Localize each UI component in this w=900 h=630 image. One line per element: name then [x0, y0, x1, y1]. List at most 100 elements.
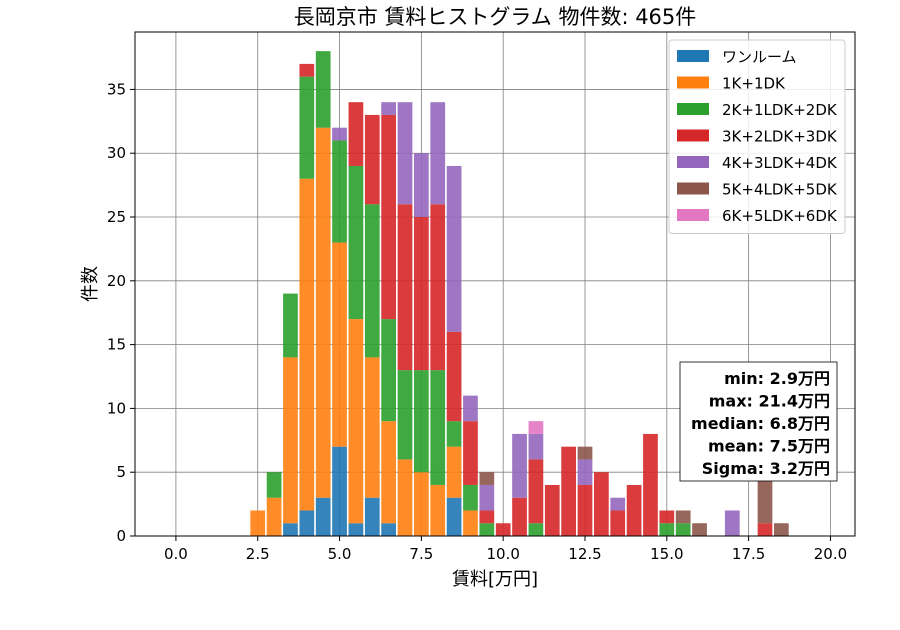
bar-segment [283, 523, 298, 536]
legend: ワンルーム 1K+1DK 2K+1LDK+2DK 3K+2LDK+3DK 4K+3LDK… [668, 39, 846, 234]
bar-segment [692, 523, 707, 536]
bar-segment [512, 433, 527, 498]
bar-segment [659, 510, 675, 524]
legend-label: 1K+1DK [722, 75, 786, 93]
bar-segment [757, 523, 773, 536]
bar-segment [774, 523, 789, 536]
bar-segment [348, 102, 364, 166]
legend-swatch [677, 129, 709, 142]
bar-segment [577, 484, 593, 536]
bar-segment [659, 523, 675, 536]
bar-segment [397, 102, 413, 205]
stats-box: min: 2.9万円 max: 21.4万円 median: 6.8万円 mean: … [679, 361, 838, 482]
bar-segment [299, 510, 315, 536]
x-tick-label: 2.5 [246, 545, 270, 563]
bar-segment [512, 497, 527, 536]
bar-segment [643, 433, 658, 536]
bar-segment [446, 446, 462, 498]
bar-segment [348, 523, 364, 536]
bar-segment [414, 217, 429, 371]
legend-label: 3K+2LDK+3DK [722, 128, 838, 146]
bar-segment [626, 484, 642, 536]
legend-swatch [677, 182, 709, 195]
bar-segment [479, 484, 495, 511]
y-tick-label: 20 [107, 272, 126, 290]
legend-swatch [677, 103, 709, 115]
bar-segment [495, 523, 511, 536]
y-tick-label: 0 [116, 527, 126, 545]
bar-segment [397, 204, 413, 371]
bar-segment [332, 446, 347, 536]
x-axis-label: 賃料[万円] [452, 569, 538, 590]
y-tick-label: 15 [107, 336, 126, 354]
bar-segment [250, 510, 266, 536]
y-tick-label: 35 [107, 80, 126, 98]
bar-segment [479, 523, 495, 536]
bar-segment [332, 127, 347, 141]
bar-segment [283, 357, 298, 524]
bar-segment [266, 472, 282, 498]
bar-segment [675, 510, 691, 524]
x-tick-label: 17.5 [732, 545, 765, 563]
chart-title: 長岡京市 賃料ヒストグラム 物件数: 465件 [294, 5, 697, 29]
bar-segment [544, 484, 560, 536]
stats-line: min: 2.9万円 [724, 369, 830, 388]
bars-group [250, 51, 789, 536]
bar-segment [397, 459, 413, 536]
y-tick-label: 10 [107, 399, 126, 417]
bar-segment [381, 523, 396, 536]
stats-line: max: 21.4万円 [709, 392, 830, 411]
bar-segment [430, 370, 446, 485]
bar-segment [446, 165, 462, 332]
bar-segment [446, 497, 462, 536]
bar-segment [528, 459, 544, 524]
bar-segment [299, 76, 315, 179]
bar-segment [364, 497, 380, 536]
bar-segment [315, 51, 331, 128]
bar-segment [414, 472, 429, 536]
bar-segment [446, 331, 462, 422]
bar-segment [364, 114, 380, 205]
bar-segment [594, 472, 609, 536]
bar-segment [577, 459, 593, 485]
bar-segment [430, 102, 446, 205]
bar-segment [577, 446, 593, 460]
bar-segment [479, 510, 495, 524]
bar-segment [332, 140, 347, 243]
stats-frame [679, 361, 838, 482]
x-tick-label: 10.0 [486, 545, 519, 563]
stats-line: median: 6.8万円 [691, 414, 830, 433]
bar-segment [463, 510, 478, 536]
x-tick-label: 15.0 [650, 545, 683, 563]
bar-segment [561, 446, 576, 536]
legend-label: 4K+3LDK+4DK [722, 154, 838, 172]
bar-segment [315, 497, 331, 536]
y-axis-label: 件数 [80, 266, 101, 302]
y-tick-label: 5 [116, 463, 126, 481]
bar-segment [479, 472, 495, 485]
bar-segment [299, 178, 315, 511]
bar-segment [757, 472, 773, 524]
bar-segment [675, 523, 691, 536]
stats-line: mean: 7.5万円 [708, 437, 830, 456]
x-tick-label: 20.0 [814, 545, 847, 563]
x-tick-label: 7.5 [409, 545, 433, 563]
x-tick-label: 0.0 [164, 545, 188, 563]
bar-segment [381, 114, 396, 320]
bar-segment [381, 421, 396, 524]
stats-line: Sigma: 3.2万円 [702, 459, 830, 478]
bar-segment [364, 204, 380, 358]
legend-label: ワンルーム [722, 48, 797, 66]
y-tick-label: 25 [107, 208, 126, 226]
bar-segment [266, 497, 282, 536]
bar-segment [381, 102, 396, 115]
y-axis-ticks: 0 5 10 15 20 25 30 35 [107, 80, 135, 545]
bar-segment [414, 370, 429, 473]
bar-segment [528, 421, 544, 434]
bar-segment [348, 165, 364, 320]
bar-segment [348, 319, 364, 524]
bar-segment [397, 370, 413, 460]
bar-segment [463, 395, 478, 422]
legend-label: 6K+5LDK+6DK [722, 207, 838, 225]
